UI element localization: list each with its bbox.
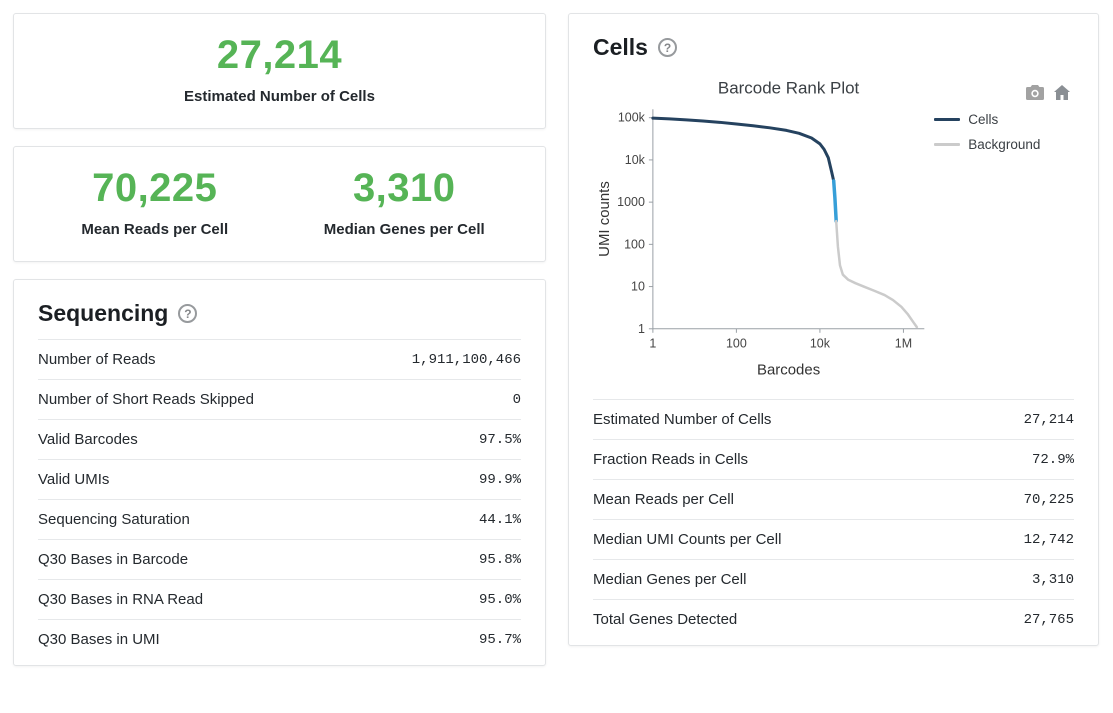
stat-value: 97.5% bbox=[478, 431, 521, 448]
stat-value: 95.8% bbox=[478, 551, 521, 568]
barcode-rank-plot[interactable]: Barcode Rank Plot Barcodes UMI counts 11… bbox=[595, 73, 934, 385]
stat-label: Total Genes Detected bbox=[593, 611, 738, 628]
cells-panel-header: Cells ? bbox=[593, 34, 1074, 61]
left-column: 27,214 Estimated Number of Cells 70,225 … bbox=[13, 13, 546, 666]
table-row: Sequencing Saturation 44.1% bbox=[38, 499, 521, 539]
sequencing-panel-header: Sequencing ? bbox=[38, 300, 521, 327]
table-row: Q30 Bases in Barcode 95.8% bbox=[38, 539, 521, 579]
y-axis-label: UMI counts bbox=[596, 181, 613, 257]
legend-label: Background bbox=[968, 137, 1041, 152]
stat-label: Median UMI Counts per Cell bbox=[593, 531, 782, 548]
table-row: Total Genes Detected 27,765 bbox=[593, 599, 1074, 639]
plot-layer: 1 10 100 1000 10k 100k 1 100 10k 1M bbox=[617, 109, 925, 351]
svg-text:100k: 100k bbox=[618, 111, 646, 125]
svg-text:100: 100 bbox=[624, 237, 645, 251]
cells-line-swatch bbox=[934, 118, 961, 121]
stat-label: Mean Reads per Cell bbox=[593, 491, 734, 508]
mean-reads-label: Mean Reads per Cell bbox=[81, 221, 229, 238]
table-row: Mean Reads per Cell 70,225 bbox=[593, 479, 1074, 519]
table-row: Q30 Bases in UMI 95.7% bbox=[38, 619, 521, 659]
stat-value: 3,310 bbox=[1031, 571, 1074, 588]
stat-value: 95.7% bbox=[478, 631, 521, 648]
background-line-swatch bbox=[934, 143, 961, 146]
stat-value: 70,225 bbox=[1023, 491, 1074, 508]
stat-value: 27,214 bbox=[1023, 411, 1074, 428]
stat-label: Estimated Number of Cells bbox=[593, 411, 772, 428]
stat-value: 12,742 bbox=[1023, 531, 1074, 548]
legend-item-cells[interactable]: Cells bbox=[934, 112, 1074, 127]
table-row: Median Genes per Cell 3,310 bbox=[593, 559, 1074, 599]
stat-value: 44.1% bbox=[478, 511, 521, 528]
reads-genes-card: 70,225 Mean Reads per Cell 3,310 Median … bbox=[13, 146, 546, 262]
svg-text:100: 100 bbox=[726, 337, 747, 351]
svg-text:1: 1 bbox=[638, 322, 645, 336]
stat-value: 1,911,100,466 bbox=[411, 351, 521, 368]
svg-text:1M: 1M bbox=[895, 337, 912, 351]
mean-reads-value: 70,225 bbox=[92, 166, 218, 210]
plot-modebar bbox=[934, 85, 1074, 100]
cells-panel: Cells ? Barcode Rank Plot Barcodes UMI c… bbox=[568, 13, 1099, 646]
right-column: Cells ? Barcode Rank Plot Barcodes UMI c… bbox=[568, 13, 1099, 646]
cells-table: Estimated Number of Cells 27,214 Fractio… bbox=[593, 399, 1074, 639]
stat-label: Valid Barcodes bbox=[38, 431, 138, 448]
table-row: Estimated Number of Cells 27,214 bbox=[593, 399, 1074, 439]
stat-value: 99.9% bbox=[478, 471, 521, 488]
stat-label: Median Genes per Cell bbox=[593, 571, 747, 588]
stat-label: Number of Short Reads Skipped bbox=[38, 391, 254, 408]
stat-label: Number of Reads bbox=[38, 351, 156, 368]
stat-value: 0 bbox=[512, 391, 521, 408]
stat-value: 72.9% bbox=[1031, 451, 1074, 468]
stat-value: 27,765 bbox=[1023, 611, 1074, 628]
stat-value: 95.0% bbox=[478, 591, 521, 608]
estimated-cells-card: 27,214 Estimated Number of Cells bbox=[13, 13, 546, 129]
estimated-cells-value: 27,214 bbox=[216, 33, 343, 77]
help-icon[interactable]: ? bbox=[657, 38, 677, 57]
cells-panel-title: Cells bbox=[593, 34, 648, 60]
sequencing-panel: Sequencing ? Number of Reads 1,911,100,4… bbox=[13, 279, 546, 666]
stat-label: Q30 Bases in Barcode bbox=[38, 551, 189, 568]
svg-text:10: 10 bbox=[631, 280, 645, 294]
stat-label: Valid UMIs bbox=[38, 471, 110, 488]
table-row: Number of Short Reads Skipped 0 bbox=[38, 379, 521, 419]
help-icon[interactable]: ? bbox=[178, 304, 198, 323]
mean-reads-metric: 70,225 Mean Reads per Cell bbox=[30, 166, 280, 238]
table-row: Fraction Reads in Cells 72.9% bbox=[593, 439, 1074, 479]
svg-text:1000: 1000 bbox=[617, 195, 645, 209]
estimated-cells-label: Estimated Number of Cells bbox=[184, 88, 375, 105]
chart-title: Barcode Rank Plot bbox=[718, 78, 860, 97]
home-icon[interactable] bbox=[1054, 85, 1070, 100]
x-axis-label: Barcodes bbox=[757, 362, 820, 379]
svg-text:10k: 10k bbox=[625, 153, 646, 167]
sequencing-table: Number of Reads 1,911,100,466 Number of … bbox=[38, 339, 521, 659]
median-genes-label: Median Genes per Cell bbox=[323, 221, 485, 238]
median-genes-metric: 3,310 Median Genes per Cell bbox=[280, 166, 530, 238]
legend-label: Cells bbox=[968, 112, 999, 127]
legend-item-background[interactable]: Background bbox=[934, 137, 1074, 152]
plot-legend: Cells Background bbox=[934, 112, 1074, 152]
table-row: Valid Barcodes 97.5% bbox=[38, 419, 521, 459]
median-genes-value: 3,310 bbox=[352, 166, 456, 210]
plot-side-area: Cells Background bbox=[934, 73, 1074, 385]
stat-label: Q30 Bases in RNA Read bbox=[38, 591, 204, 608]
stat-label: Q30 Bases in UMI bbox=[38, 631, 160, 648]
table-row: Median UMI Counts per Cell 12,742 bbox=[593, 519, 1074, 559]
table-row: Q30 Bases in RNA Read 95.0% bbox=[38, 579, 521, 619]
stat-label: Sequencing Saturation bbox=[38, 511, 190, 528]
camera-icon[interactable] bbox=[1026, 85, 1044, 100]
stat-label: Fraction Reads in Cells bbox=[593, 451, 749, 468]
svg-text:1: 1 bbox=[649, 337, 656, 351]
sequencing-panel-title: Sequencing bbox=[38, 300, 169, 326]
table-row: Number of Reads 1,911,100,466 bbox=[38, 339, 521, 379]
table-row: Valid UMIs 99.9% bbox=[38, 459, 521, 499]
svg-text:10k: 10k bbox=[810, 337, 831, 351]
